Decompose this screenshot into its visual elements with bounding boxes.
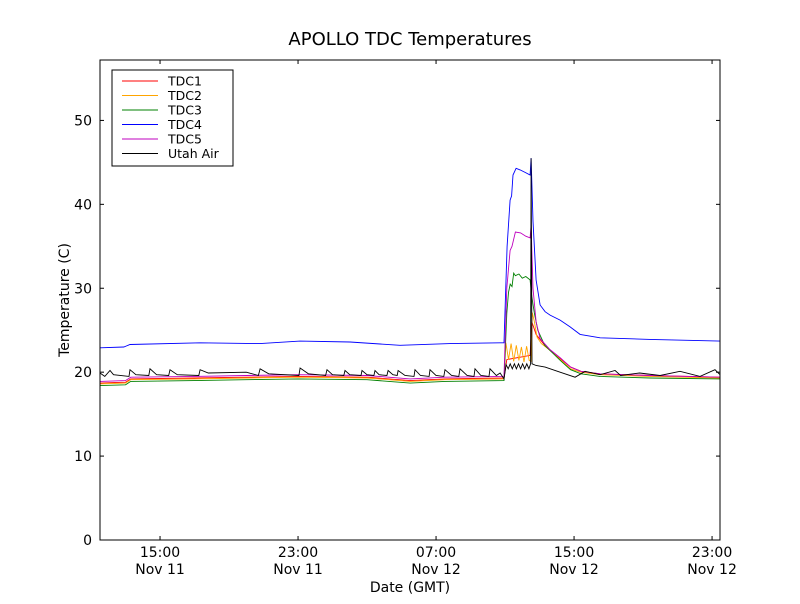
legend-label: TDC4 [167,117,202,132]
x-tick-date-label: Nov 12 [411,562,461,578]
legend-label: TDC1 [167,74,202,89]
x-tick-date-label: Nov 12 [687,562,737,578]
x-tick-date-label: Nov 12 [549,562,599,578]
plot-frame [99,59,721,541]
series-line-tdc1 [99,321,721,384]
x-tick-time-label: 23:00 [692,545,732,561]
x-tick-time-label: 07:00 [416,545,456,561]
y-tick-label: 0 [83,533,92,549]
legend-label: Utah Air [168,146,220,161]
y-tick-label: 20 [74,365,92,381]
series-line-tdc3 [99,271,721,387]
series-line-tdc5 [99,225,721,382]
x-tick-time-label: 15:00 [140,545,180,561]
y-tick-label: 30 [74,281,92,297]
series-line-utah-air [99,158,721,381]
y-axis-label: Temperature (C) [57,243,73,358]
legend-box [111,69,234,167]
x-tick-time-label: 15:00 [554,545,594,561]
legend-label: TDC3 [167,103,202,118]
x-tick-time-label: 23:00 [278,545,318,561]
y-tick-label: 40 [74,197,92,213]
y-tick-label: 50 [74,113,92,129]
series-line-tdc2 [99,312,721,385]
legend-label: TDC2 [167,88,202,103]
chart-title: APOLLO TDC Temperatures [288,29,531,50]
series-line-tdc4 [99,158,721,349]
x-tick-date-label: Nov 11 [135,562,185,578]
y-tick-label: 10 [74,449,92,465]
x-tick-date-label: Nov 11 [273,562,323,578]
legend-label: TDC5 [167,132,202,147]
x-axis-label: Date (GMT) [370,580,450,596]
